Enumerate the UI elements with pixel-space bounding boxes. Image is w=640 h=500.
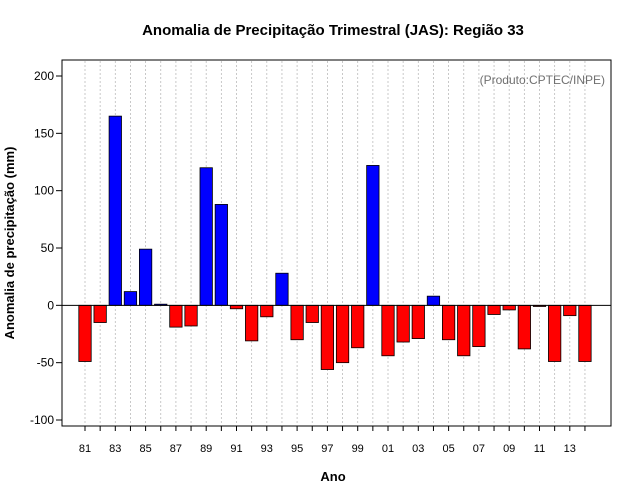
source-annotation: (Produto:CPTEC/INPE) [480, 73, 605, 87]
bar-1991 [229, 304, 244, 310]
y-tick-label: 0 [47, 298, 54, 312]
y-axis: -100 -50 0 50 100 150 200 [30, 69, 62, 427]
y-tick-label: 200 [34, 69, 54, 83]
grid [84, 61, 586, 425]
bar-2012 [548, 304, 562, 362]
x-tick-label: 99 [352, 443, 364, 455]
bar-1995 [290, 304, 304, 341]
bar-1984 [123, 291, 138, 306]
bar-2007 [472, 304, 486, 348]
bar-1985 [138, 248, 153, 306]
x-tick-label: 91 [230, 443, 242, 455]
x-tick-label: 01 [382, 443, 394, 455]
bar-1999 [351, 304, 365, 349]
bar-2000 [366, 165, 380, 306]
x-tick-label: 05 [442, 443, 454, 455]
x-axis-label: Ano [320, 469, 345, 484]
x-tick-label: 97 [321, 443, 333, 455]
bar-2014 [578, 304, 592, 362]
bar-1983 [108, 115, 122, 306]
bar-1981 [78, 304, 92, 362]
bar-1989 [199, 167, 213, 306]
bar-1993 [260, 304, 274, 318]
x-tick-label: 13 [564, 443, 576, 455]
bar-1992 [245, 304, 259, 342]
x-tick-label: 09 [503, 443, 515, 455]
bar-2003 [411, 304, 425, 339]
bar-1990 [214, 204, 228, 306]
x-tick-label: 03 [412, 443, 424, 455]
bar-2006 [457, 304, 471, 357]
bar-1982 [93, 304, 107, 323]
y-tick-label: 150 [34, 126, 54, 140]
y-tick-label: -50 [37, 356, 55, 370]
bar-2009 [502, 304, 516, 311]
y-tick-label: 50 [41, 241, 55, 255]
x-axis: 81 83 85 87 89 91 93 95 97 99 01 03 05 07 09 11 13 [79, 426, 586, 455]
bar-1996 [305, 304, 319, 323]
x-tick-label: 85 [139, 443, 151, 455]
x-tick-label: 83 [109, 443, 121, 455]
bar-2002 [396, 304, 410, 343]
bar-2005 [441, 304, 456, 341]
x-tick-label: 89 [200, 443, 212, 455]
chart-title: Anomalia de Precipitação Trimestral (JAS… [142, 22, 524, 39]
bars [78, 115, 592, 370]
bar-1998 [335, 304, 350, 364]
bar-1997 [320, 304, 335, 370]
bar-2004 [426, 295, 441, 306]
bar-2001 [381, 304, 395, 357]
bar-1988 [184, 304, 198, 327]
x-tick-label: 81 [79, 443, 91, 455]
bar-1987 [169, 304, 183, 328]
y-tick-label: -100 [30, 413, 54, 427]
x-tick-label: 07 [473, 443, 485, 455]
y-axis-label: Anomalia de precipitação (mm) [2, 147, 17, 340]
x-tick-label: 87 [170, 443, 182, 455]
plot-frame [61, 59, 612, 427]
y-tick-label: 100 [34, 184, 54, 198]
x-tick-label: 93 [261, 443, 273, 455]
x-tick-label: 11 [534, 443, 545, 455]
bar-2010 [517, 304, 531, 350]
bar-2008 [487, 304, 501, 315]
x-tick-label: 95 [291, 443, 303, 455]
bar-2013 [563, 304, 577, 317]
bar-1994 [275, 272, 289, 306]
